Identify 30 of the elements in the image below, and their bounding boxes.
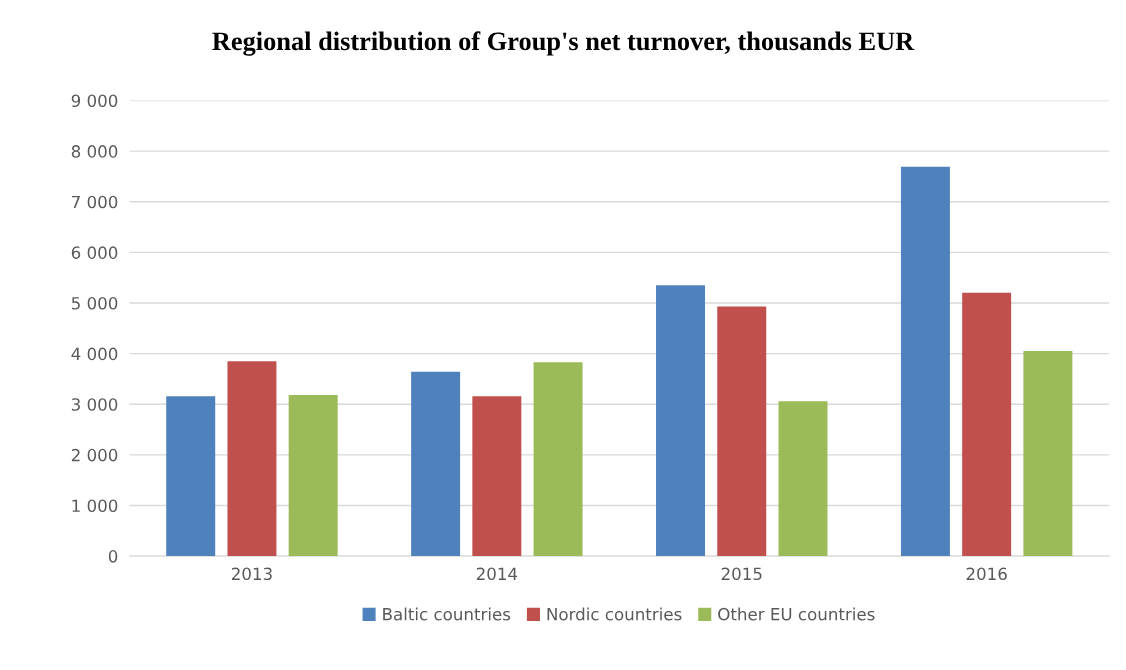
bar (472, 396, 522, 557)
y-tick-label: 8 000 (71, 145, 118, 158)
legend-label: Other EU countries (718, 607, 875, 621)
bar (900, 166, 950, 557)
x-tick-label: 2014 (476, 567, 518, 581)
bar (717, 306, 767, 557)
x-tick-label: 2015 (721, 567, 762, 581)
legend-label: Baltic countries (383, 607, 511, 621)
y-tick-label: 0 (108, 550, 118, 563)
bar (533, 362, 583, 557)
bar (411, 371, 461, 557)
bar (1023, 351, 1073, 557)
y-tick-label: 9 000 (71, 94, 118, 108)
x-tick-label: 2016 (966, 567, 1007, 581)
bar (166, 396, 216, 557)
bar (288, 395, 338, 557)
bar (778, 401, 828, 557)
bar (227, 361, 277, 557)
y-tick-label: 4 000 (71, 347, 118, 361)
y-tick-label: 3 000 (71, 398, 118, 411)
x-tick-label: 2013 (231, 567, 272, 581)
y-tick-label: 1 000 (72, 499, 118, 513)
y-tick-label: 6 000 (71, 246, 118, 259)
y-tick-label: 5 000 (71, 296, 118, 310)
y-tick-label: 2 000 (71, 448, 118, 462)
y-tick-label: 7 000 (72, 195, 118, 209)
chart-title: Regional distribution of Group's net turnover, thousands EUR (212, 31, 915, 56)
legend-label: Nordic countries (547, 607, 682, 621)
bar (962, 292, 1012, 557)
bar (656, 285, 706, 557)
